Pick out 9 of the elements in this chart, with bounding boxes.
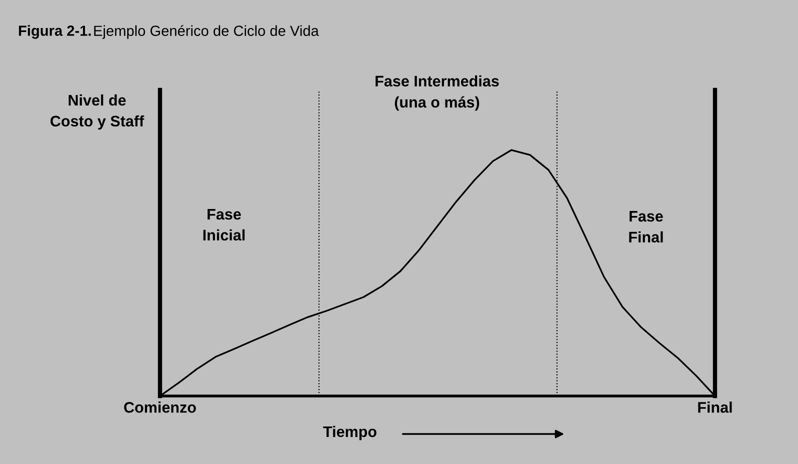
x-tick-label: Comienzo bbox=[124, 402, 196, 413]
annotation: Fase Final bbox=[629, 211, 663, 243]
annotation: Fase Inicial bbox=[203, 209, 245, 241]
x-axis-title: Tiempo bbox=[323, 426, 376, 440]
chart-title: Figura 2-1. bbox=[18, 25, 91, 39]
x-tick-label: Final bbox=[698, 402, 732, 413]
y-axis-title: Nivel de Costo y Staff bbox=[50, 94, 144, 130]
text: Fase Intermedias (una o más) bbox=[376, 75, 499, 111]
chart-subtitle: Ejemplo Genérico de Ciclo de Vida bbox=[94, 25, 319, 39]
